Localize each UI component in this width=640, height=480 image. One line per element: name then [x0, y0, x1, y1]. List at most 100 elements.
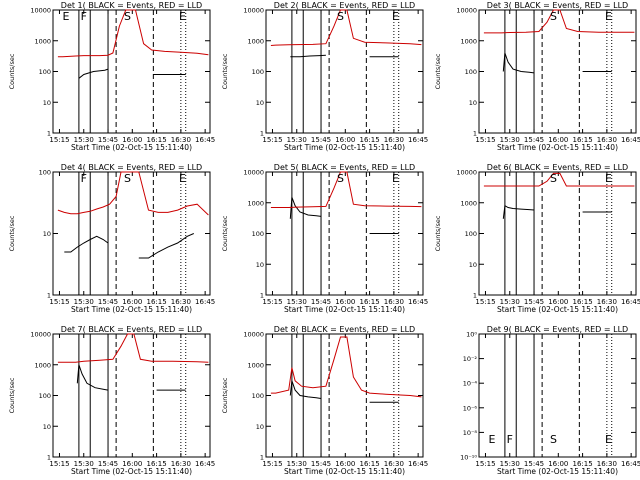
x-tick-label: 15:30 — [500, 460, 520, 468]
detector-panel-8: Det 8( BLACK = Events, RED = LLD 15:15 15:… — [221, 325, 428, 476]
x-tick-label: 15:30 — [500, 298, 520, 306]
interval-marker-label: F — [81, 10, 87, 23]
x-tick-label: 16:15 — [572, 298, 592, 306]
y-tick-label: 10⁻⁶ — [463, 404, 478, 412]
series-line-events — [78, 68, 186, 79]
interval-marker-label: E — [605, 10, 612, 23]
series-line-lld — [270, 171, 422, 208]
interval-marker-label: F — [81, 172, 87, 185]
plot-frame — [478, 333, 637, 458]
x-tick-label: 15:15 — [49, 460, 69, 468]
series-line-events — [502, 52, 612, 74]
x-tick-label: 16:45 — [195, 460, 215, 468]
y-tick-label: 1 — [473, 130, 477, 138]
series-line-events — [289, 380, 399, 403]
series-line-lld — [57, 9, 209, 58]
x-tick-label: 15:45 — [311, 136, 331, 144]
y-tick-label: 100 — [252, 68, 264, 76]
y-tick-label: 10⁻⁴ — [463, 380, 478, 388]
x-tick-label: 16:00 — [548, 136, 568, 144]
y-tick-label: 10000 — [30, 331, 51, 339]
series-line-events — [502, 204, 612, 219]
x-tick-label: 16:30 — [171, 298, 191, 306]
detector-panel-5: Det 5( BLACK = Events, RED = LLD 15:15 15:… — [221, 163, 428, 314]
x-tick-label: 16:30 — [597, 298, 617, 306]
x-tick-label: 16:00 — [122, 298, 142, 306]
detector-panel-7: Det 7( BLACK = Events, RED = LLD 15:15 15:… — [8, 325, 215, 476]
interval-marker-label: S — [550, 10, 557, 23]
x-axis-label: Start Time (02-Oct-15 15:11:40) — [497, 305, 618, 314]
y-axis-label: Counts/sec — [221, 53, 229, 89]
y-axis-label: Counts/sec — [434, 53, 442, 89]
y-tick-label: 100 — [465, 68, 477, 76]
x-tick-label: 15:15 — [49, 298, 69, 306]
panel-title: Det 1( BLACK = Events, RED = LLD — [61, 1, 202, 10]
x-tick-label: 15:30 — [74, 136, 94, 144]
plot-frame — [265, 9, 424, 134]
y-tick-label: 10000 — [456, 169, 477, 177]
x-tick-label: 16:45 — [408, 298, 428, 306]
series-line-events — [64, 233, 194, 259]
x-tick-label: 16:00 — [122, 460, 142, 468]
plot-frame — [478, 9, 637, 134]
y-tick-label: 100 — [465, 230, 477, 238]
x-tick-label: 15:45 — [98, 136, 118, 144]
x-tick-label: 16:00 — [548, 460, 568, 468]
series-line-lld — [270, 336, 422, 398]
x-tick-label: 15:45 — [311, 460, 331, 468]
plot-frame — [478, 171, 637, 296]
x-tick-label: 16:15 — [146, 298, 166, 306]
x-tick-label: 16:45 — [621, 136, 640, 144]
x-tick-label: 16:15 — [359, 460, 379, 468]
x-tick-label: 16:00 — [548, 298, 568, 306]
y-tick-label: 1 — [260, 130, 264, 138]
plot-frame — [265, 333, 424, 458]
x-tick-label: 16:30 — [171, 136, 191, 144]
y-tick-label: 1 — [47, 454, 51, 462]
panel-title: Det 8( BLACK = Events, RED = LLD — [274, 325, 415, 334]
x-tick-label: 16:45 — [408, 460, 428, 468]
y-tick-label: 1000 — [247, 199, 264, 207]
interval-marker-label: S — [124, 172, 131, 185]
series-line-lld — [57, 333, 209, 363]
interval-marker-label: E — [179, 172, 186, 185]
x-tick-label: 15:45 — [524, 136, 544, 144]
x-tick-label: 16:00 — [335, 136, 355, 144]
x-tick-label: 15:15 — [262, 298, 282, 306]
panel-title: Det 2( BLACK = Events, RED = LLD — [274, 1, 415, 10]
series-line-lld — [483, 172, 635, 187]
panel-title: Det 5( BLACK = Events, RED = LLD — [274, 163, 415, 172]
x-tick-label: 15:45 — [311, 298, 331, 306]
panel-title: Det 4( BLACK = Events, RED = LLD — [61, 163, 202, 172]
x-tick-label: 16:15 — [146, 460, 166, 468]
detector-panel-6: Det 6( BLACK = Events, RED = LLD 15:15 15:… — [434, 163, 640, 314]
x-axis-label: Start Time (02-Oct-15 15:11:40) — [71, 305, 192, 314]
x-tick-label: 15:45 — [98, 460, 118, 468]
y-axis-label: Counts/sec — [8, 377, 16, 413]
y-tick-label: 1000 — [34, 361, 51, 369]
y-tick-label: 10 — [256, 261, 264, 269]
x-tick-label: 16:30 — [171, 460, 191, 468]
interval-marker-label: S — [124, 10, 131, 23]
interval-marker-label: E — [62, 10, 69, 23]
interval-marker-label: S — [337, 10, 344, 23]
detector-panel-1: Det 1( BLACK = Events, RED = LLD 15:15 15:… — [8, 1, 215, 152]
panel-title: Det 6( BLACK = Events, RED = LLD — [487, 163, 628, 172]
plot-frame — [52, 333, 211, 458]
y-tick-label: 10 — [256, 423, 264, 431]
y-tick-label: 1 — [473, 292, 477, 300]
y-tick-label: 1000 — [34, 37, 51, 45]
y-tick-label: 1 — [260, 292, 264, 300]
interval-marker-label: E — [392, 172, 399, 185]
y-axis-label: Counts/sec — [221, 215, 229, 251]
x-tick-label: 15:45 — [98, 298, 118, 306]
x-tick-label: 16:15 — [572, 460, 592, 468]
y-tick-label: 10⁻¹⁰ — [460, 454, 477, 462]
x-axis-label: Start Time (02-Oct-15 15:11:40) — [284, 143, 405, 152]
x-tick-label: 16:15 — [359, 298, 379, 306]
y-tick-label: 10000 — [30, 7, 51, 15]
x-axis-label: Start Time (02-Oct-15 15:11:40) — [497, 467, 618, 476]
x-axis-label: Start Time (02-Oct-15 15:11:40) — [71, 467, 192, 476]
y-tick-label: 10000 — [243, 7, 264, 15]
